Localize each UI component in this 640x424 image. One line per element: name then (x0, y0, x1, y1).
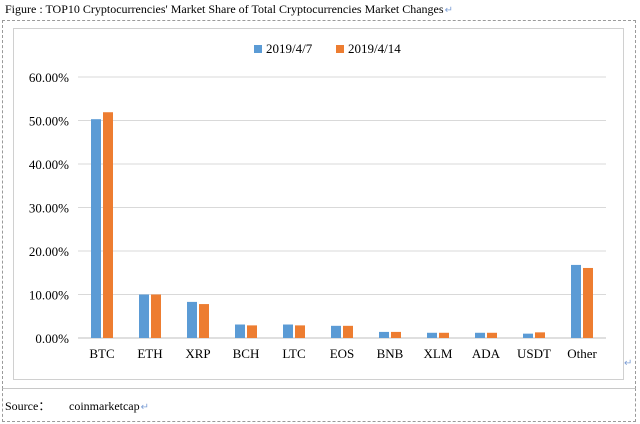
bar-eth-series-1 (139, 294, 149, 338)
bar-ltc-series-1 (283, 324, 293, 338)
bar-ltc-series-2 (295, 325, 305, 338)
x-tick-label: ETH (137, 346, 162, 361)
legend-label: 2019/4/7 (266, 41, 313, 56)
y-tick-label: 40.00% (29, 157, 69, 172)
figure-title: Figure : TOP10 Cryptocurrencies' Market … (5, 2, 453, 17)
y-tick-label: 30.00% (29, 201, 69, 216)
bar-bch-series-1 (235, 324, 245, 338)
bar-ada-series-1 (475, 332, 485, 338)
bar-other-series-2 (583, 267, 593, 338)
legend-label: 2019/4/14 (348, 41, 401, 56)
x-tick-label: BCH (233, 346, 260, 361)
source-line: Source： coinmarketcap↵ (5, 397, 149, 414)
source-label: Source： (5, 399, 51, 413)
x-tick-label: USDT (517, 346, 551, 361)
bar-xrp-series-1 (187, 301, 197, 338)
y-tick-label: 60.00% (29, 70, 69, 85)
figure-title-text: Figure : TOP10 Cryptocurrencies' Market … (5, 2, 444, 16)
x-tick-label: XRP (185, 346, 210, 361)
chart-area (13, 28, 624, 380)
x-tick-label: BNB (377, 346, 404, 361)
bar-usdt-series-2 (535, 332, 545, 338)
x-tick-label: BTC (89, 346, 114, 361)
y-tick-label: 10.00% (29, 288, 69, 303)
return-mark-icon: ↵ (140, 402, 150, 413)
y-tick-label: 20.00% (29, 244, 69, 259)
x-tick-label: Other (567, 346, 597, 361)
bar-eos-series-1 (331, 325, 341, 338)
source-value: coinmarketcap (69, 399, 140, 413)
x-tick-label: EOS (330, 346, 355, 361)
bar-btc-series-2 (103, 112, 113, 338)
return-mark-icon: ↵ (444, 5, 453, 16)
bar-usdt-series-1 (523, 333, 533, 338)
y-tick-label: 50.00% (29, 114, 69, 129)
bar-bnb-series-2 (391, 331, 401, 338)
legend-swatch-series-2 (336, 45, 344, 53)
source-frame (2, 388, 636, 422)
x-tick-label: LTC (282, 346, 305, 361)
x-tick-label: ADA (472, 346, 501, 361)
bar-other-series-1 (571, 264, 581, 338)
bar-eth-series-2 (151, 294, 161, 338)
bar-ada-series-2 (487, 332, 497, 338)
bar-eos-series-2 (343, 325, 353, 338)
x-tick-label: XLM (424, 346, 453, 361)
y-tick-label: 0.00% (35, 331, 69, 346)
legend-swatch-series-1 (254, 45, 262, 53)
bar-bnb-series-1 (379, 331, 389, 338)
bar-xlm-series-1 (427, 332, 437, 338)
bar-xlm-series-2 (439, 332, 449, 338)
bar-xrp-series-2 (199, 304, 209, 338)
bar-btc-series-1 (91, 119, 101, 338)
bar-bch-series-2 (247, 325, 257, 338)
return-mark-icon: ↵ (624, 358, 633, 369)
